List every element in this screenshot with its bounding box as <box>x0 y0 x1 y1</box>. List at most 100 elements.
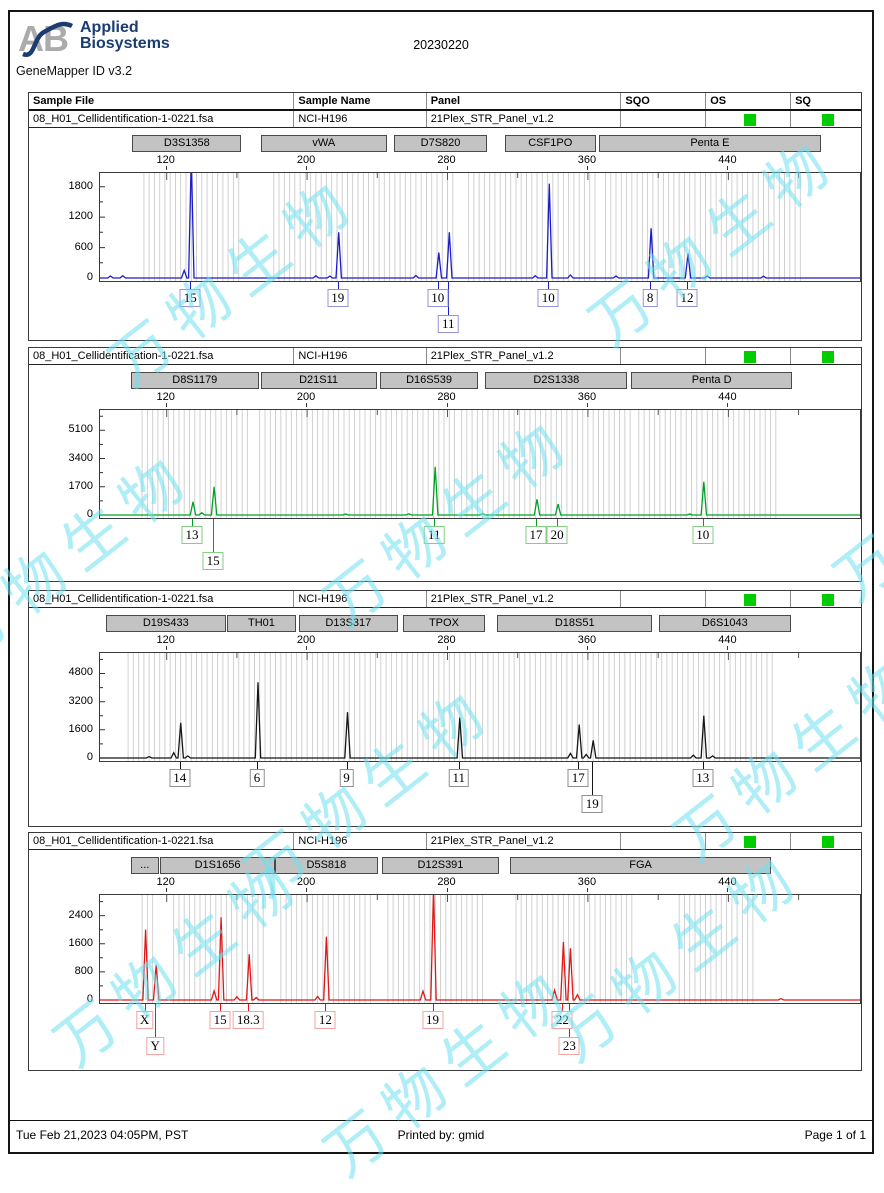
os-cell <box>706 833 792 849</box>
run-date: 20230220 <box>413 38 469 52</box>
plot-svg <box>100 173 860 281</box>
y-tick-label: 800 <box>74 964 93 977</box>
x-tick-label: 200 <box>296 634 316 646</box>
x-tick-mark <box>306 888 308 892</box>
allele-label-22: 22 <box>551 1011 573 1029</box>
x-tick-mark <box>727 888 729 892</box>
allele-label-17: 17 <box>567 769 589 787</box>
sample-file-cell: 08_H01_Cellidentification-1-0221.fsa <box>29 833 295 849</box>
marker-row: ... D1S1656 D5S818 D12S391 FGA <box>99 857 859 875</box>
x-tick-label: 360 <box>577 391 597 403</box>
allele-leader-line <box>578 762 580 769</box>
marker-box-PentaD: Penta D <box>630 372 793 389</box>
allele-label-X: X <box>135 1011 154 1029</box>
marker-box-vWA: vWA <box>260 135 388 152</box>
os-status-indicator <box>744 351 757 363</box>
applied-biosystems-logo: A B Applied Biosystems <box>18 19 170 59</box>
x-tick-label: 360 <box>577 154 597 166</box>
allele-label-15: 15 <box>202 552 224 570</box>
allele-leader-line <box>337 282 339 289</box>
allele-label-18.3: 18.3 <box>232 1011 264 1029</box>
x-tick-label: 280 <box>437 154 456 166</box>
allele-leader-line <box>557 519 559 526</box>
sample-name-cell: NCI-H196 <box>294 591 427 607</box>
sample-file-cell: 08_H01_Cellidentification-1-0221.fsa <box>29 591 295 607</box>
electropherogram-panel-2: 08_H01_Cellidentification-1-0221.fsa NCI-… <box>28 347 862 582</box>
column-header-panel: Panel <box>427 93 622 109</box>
y-tick-label: 1800 <box>68 179 93 192</box>
y-tick-label: 3200 <box>68 694 93 707</box>
plot-svg <box>100 653 860 761</box>
allele-label-12: 12 <box>314 1011 336 1029</box>
y-tick-label: 1600 <box>68 722 93 735</box>
allele-leader-line <box>257 762 258 769</box>
allele-leader-line <box>144 1004 146 1011</box>
x-tick-label: 200 <box>296 154 316 166</box>
allele-label-13: 13 <box>181 526 203 544</box>
brand-line1: Applied <box>80 19 139 36</box>
plot-area <box>99 172 861 282</box>
marker-box-D1S1656: D1S1656 <box>160 857 275 874</box>
marker-box-D16S539: D16S539 <box>379 372 479 389</box>
x-tick-label: 360 <box>577 634 597 646</box>
os-status-indicator <box>744 594 757 606</box>
genemapper-report-page: { "header": { "logo_ab": "AB", "brand_li… <box>0 10 884 1191</box>
allele-label-17: 17 <box>525 526 547 544</box>
allele-label-11: 11 <box>438 315 459 333</box>
x-tick-mark <box>727 403 729 407</box>
software-version: GeneMapper ID v3.2 <box>16 64 133 78</box>
allele-label-10: 10 <box>427 289 449 307</box>
footer-divider <box>10 1120 872 1121</box>
panel-name-cell: 21Plex_STR_Panel_v1.2 <box>427 111 622 127</box>
marker-box-D7S820: D7S820 <box>393 135 488 152</box>
allele-label-10: 10 <box>692 526 714 544</box>
marker-box-D21S11: D21S11 <box>260 372 377 389</box>
y-tick-label: 0 <box>86 993 93 1005</box>
allele-leader-line <box>548 282 550 289</box>
allele-leader-line <box>434 519 436 526</box>
x-axis-row: 120 200 280 360 440 <box>99 391 859 408</box>
sq-cell <box>791 111 861 127</box>
sample-name-cell: NCI-H196 <box>294 111 427 127</box>
x-tick-mark <box>586 888 588 892</box>
allele-leader-line <box>248 1004 250 1011</box>
x-tick-mark <box>165 403 167 407</box>
allele-leader-line <box>190 282 192 289</box>
sample-name-cell: NCI-H196 <box>294 348 427 364</box>
allele-leader-line <box>155 1004 157 1037</box>
marker-box-D19S433: D19S433 <box>106 615 226 632</box>
x-tick-label: 200 <box>296 876 316 888</box>
x-tick-label: 120 <box>156 391 175 403</box>
allele-label-12: 12 <box>676 289 698 307</box>
column-header-os: OS <box>706 93 792 109</box>
x-tick-label: 360 <box>577 876 597 888</box>
marker-box-D3S1358: D3S1358 <box>132 135 242 152</box>
marker-box-PentaE: Penta E <box>599 135 821 152</box>
marker-box-D18S51: D18S51 <box>497 615 653 632</box>
y-tick-label: 1200 <box>68 210 93 223</box>
allele-leader-line <box>650 282 652 289</box>
sample-table-header-row: Sample File Sample Name Panel SQO OS SQ <box>29 93 861 111</box>
allele-leader-line <box>687 282 688 289</box>
allele-leader-line <box>702 519 704 526</box>
panel-name-cell: 21Plex_STR_Panel_v1.2 <box>427 833 622 849</box>
allele-label-6: 6 <box>249 769 265 787</box>
allele-label-9: 9 <box>339 769 354 787</box>
x-tick-label: 280 <box>437 876 456 888</box>
allele-leader-line <box>346 762 348 769</box>
marker-box-D12S391: D12S391 <box>381 857 500 874</box>
allele-label-19: 19 <box>422 1011 443 1029</box>
x-tick-label: 200 <box>296 391 316 403</box>
sqo-cell <box>621 833 707 849</box>
allele-leader-line <box>325 1004 327 1011</box>
plot-area <box>99 652 861 762</box>
x-axis-row: 120 200 280 360 440 <box>99 154 859 171</box>
allele-label-8: 8 <box>642 289 658 307</box>
y-tick-label: 600 <box>74 240 93 253</box>
marker-box-D8S1179: D8S1179 <box>130 372 259 389</box>
allele-label-11: 11 <box>423 526 445 544</box>
x-tick-mark <box>306 646 308 650</box>
x-tick-label: 280 <box>437 634 456 646</box>
sq-cell <box>791 348 861 364</box>
panel-name-cell: 21Plex_STR_Panel_v1.2 <box>427 591 622 607</box>
